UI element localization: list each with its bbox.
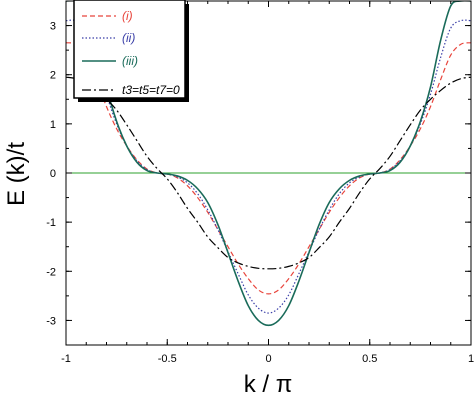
y-tick-label: -2 — [46, 266, 56, 278]
y-axis-title: E (k)/t — [3, 142, 30, 206]
legend: (i) (ii) (iii) t3=t5=t7=0 — [73, 0, 189, 102]
series-line-3 — [66, 1, 471, 327]
legend-label-1: (i) — [122, 9, 133, 23]
series-line-1 — [66, 42, 471, 295]
legend-label-3: (iii) — [122, 54, 138, 68]
x-axis-title: k / π — [244, 371, 293, 398]
y-tick-label: 2 — [50, 70, 56, 82]
x-tick-label: -1 — [61, 353, 71, 365]
x-tick-label: 0.5 — [362, 353, 377, 365]
x-tick-label: 1 — [468, 353, 474, 365]
legend-label-2: (ii) — [122, 31, 135, 45]
y-tick-label: 0 — [50, 168, 56, 180]
x-tick-label: 0 — [265, 353, 271, 365]
y-tick-label: 1 — [50, 119, 56, 131]
y-tick-label: -3 — [46, 315, 56, 327]
series-layer — [66, 1, 471, 327]
y-tick-label: -1 — [46, 217, 56, 229]
y-tick-label: 3 — [50, 21, 56, 33]
series-line-4 — [66, 76, 471, 270]
legend-items: (i) (ii) (iii) t3=t5=t7=0 — [82, 9, 180, 97]
legend-label-4: t3=t5=t7=0 — [122, 83, 180, 97]
x-tick-label: -0.5 — [158, 353, 177, 365]
